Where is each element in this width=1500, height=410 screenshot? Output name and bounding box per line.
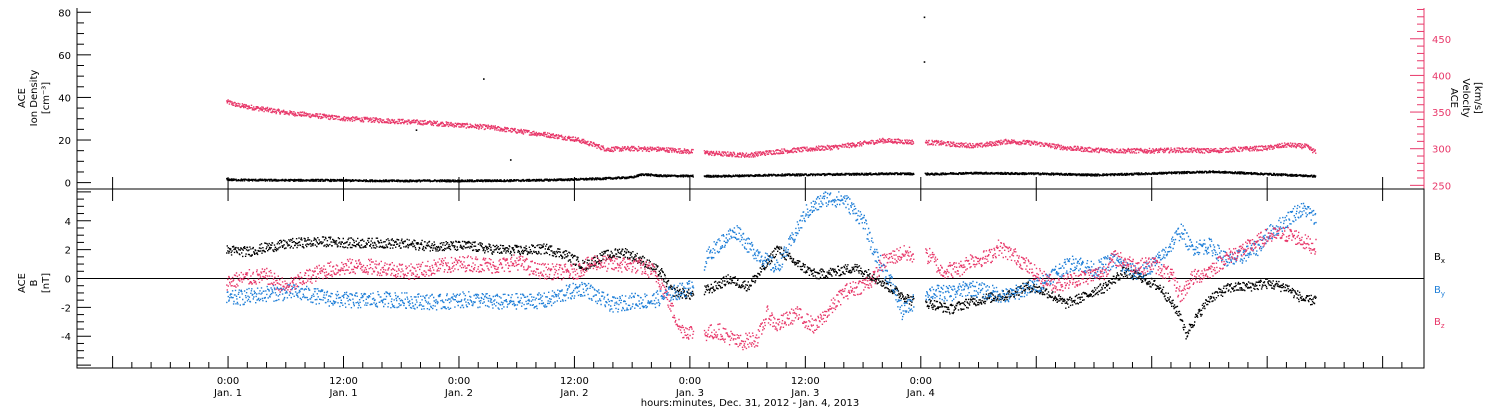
x-tick-time-label: 0:00 bbox=[679, 376, 701, 387]
series-by bbox=[226, 191, 1317, 321]
top-left-axis-label-1: Ion Density bbox=[29, 70, 40, 127]
top-left-axis-label-2: [cm⁻³] bbox=[41, 82, 52, 114]
top-right-tick-label: 250 bbox=[1432, 181, 1451, 192]
x-tick-date-label: Jan. 1 bbox=[328, 388, 357, 399]
bottom-tick-label: -2 bbox=[61, 303, 71, 314]
bottom-axis-label-0: ACE bbox=[17, 273, 28, 293]
bottom-tick-label: -4 bbox=[61, 332, 71, 343]
top-left-tick-label: 40 bbox=[58, 93, 71, 104]
density-outlier-point bbox=[923, 61, 926, 63]
bottom-tick-label: 0 bbox=[65, 275, 71, 286]
x-tick-time-label: 0:00 bbox=[910, 376, 932, 387]
top-right-tick-label: 400 bbox=[1432, 71, 1451, 82]
legend-bx: Bx bbox=[1434, 252, 1445, 265]
top-left-axis-label-0: ACE bbox=[17, 88, 28, 108]
x-tick-time-label: 0:00 bbox=[217, 376, 239, 387]
density-outlier-point bbox=[415, 129, 418, 131]
density-series bbox=[226, 170, 1317, 183]
top-left-tick-label: 60 bbox=[58, 51, 71, 62]
x-tick-date-label: Jan. 3 bbox=[675, 388, 704, 399]
bottom-tick-label: 4 bbox=[65, 217, 71, 228]
top-right-axis-label-2: [km/s] bbox=[1472, 82, 1483, 114]
x-tick-time-label: 12:00 bbox=[791, 376, 820, 387]
top-left-tick-label: 20 bbox=[58, 136, 71, 147]
bottom-tick-label: 2 bbox=[65, 246, 71, 257]
x-tick-date-label: Jan. 2 bbox=[444, 388, 473, 399]
bottom-axis-label-2: [nT] bbox=[41, 273, 52, 293]
x-tick-time-label: 12:00 bbox=[329, 376, 358, 387]
density-outlier-point bbox=[509, 159, 512, 161]
x-tick-date-label: Jan. 2 bbox=[559, 388, 588, 399]
top-right-axis-label-1: Velocity bbox=[1460, 78, 1471, 117]
x-tick-date-label: Jan. 4 bbox=[906, 388, 935, 399]
top-right-tick-label: 450 bbox=[1432, 35, 1451, 46]
x-tick-time-label: 0:00 bbox=[448, 376, 470, 387]
top-right-tick-label: 300 bbox=[1432, 145, 1451, 156]
x-tick-date-label: Jan. 3 bbox=[790, 388, 819, 399]
series-bz bbox=[226, 227, 1317, 351]
series-bx bbox=[226, 236, 1317, 340]
top-right-tick-label: 350 bbox=[1432, 108, 1451, 119]
density-outlier-point bbox=[923, 16, 926, 19]
bottom-panel: -4 -2 0 2 4 ACE B [nT] Bx By Bz bbox=[17, 188, 1445, 369]
x-tick-date-label: Jan. 1 bbox=[213, 388, 242, 399]
top-right-axis-label-0: ACE bbox=[1448, 88, 1459, 108]
legend-bz: Bz bbox=[1434, 317, 1445, 330]
density-outlier-point bbox=[483, 78, 485, 80]
bottom-axis-label-1: B bbox=[29, 279, 40, 286]
legend-by: By bbox=[1434, 285, 1445, 298]
x-tick-time-label: 12:00 bbox=[560, 376, 589, 387]
top-left-tick-label: 0 bbox=[65, 179, 71, 190]
x-axis-label: hours:minutes, Dec. 31, 2012 - Jan. 4, 2… bbox=[641, 398, 859, 409]
velocity-series bbox=[226, 99, 1317, 158]
top-left-tick-label: 80 bbox=[58, 8, 71, 19]
